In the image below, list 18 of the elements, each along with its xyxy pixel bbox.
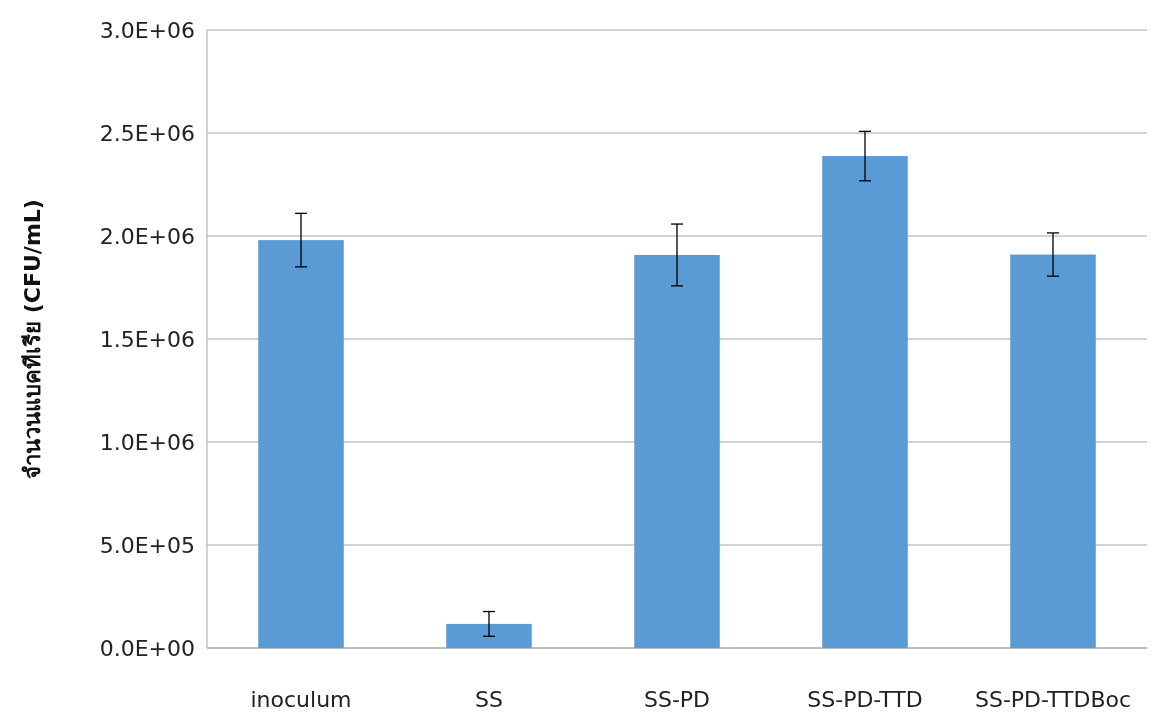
bar	[446, 623, 532, 648]
x-tick-label: SS-PD-TTD	[807, 687, 923, 712]
bar	[634, 254, 720, 648]
y-tick-label: 1.5E+06	[99, 327, 195, 352]
y-tick-label: 3.0E+06	[99, 18, 195, 43]
y-tick-label: 2.0E+06	[99, 224, 195, 249]
y-tick-label: 5.0E+05	[99, 533, 195, 558]
x-tick-label: SS-PD-TTDBoc	[974, 687, 1132, 712]
bar	[258, 240, 344, 648]
x-tick-label: inoculum	[250, 687, 352, 712]
x-tick-label: SS-PD	[643, 687, 711, 712]
y-axis-title: จำนวนแบคทีเรีย (CFU/mL)	[20, 199, 45, 479]
y-tick-label: 2.5E+06	[99, 121, 195, 146]
y-tick-label: 1.0E+06	[99, 430, 195, 455]
x-tick-label: SS	[475, 687, 503, 712]
y-tick-label: 0.0E+00	[99, 636, 195, 661]
bar	[822, 156, 908, 648]
bar	[1010, 254, 1096, 648]
